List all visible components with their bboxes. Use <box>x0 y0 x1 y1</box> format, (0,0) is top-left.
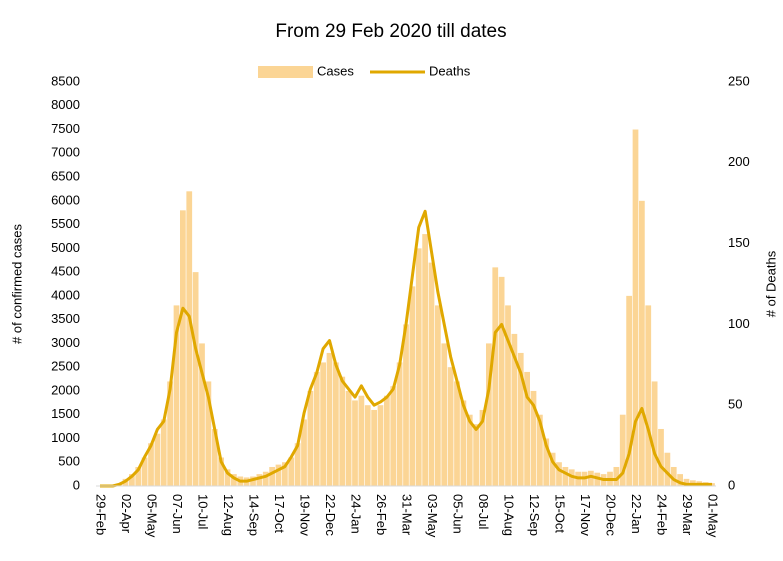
bar <box>454 381 460 486</box>
y-tick-label: 5500 <box>51 216 80 231</box>
bar <box>448 367 454 486</box>
bar <box>435 305 441 486</box>
x-tick-label: 15-Oct <box>553 494 568 533</box>
bar <box>339 377 345 486</box>
y-tick-label: 6000 <box>51 192 80 207</box>
bar <box>378 405 384 486</box>
bar <box>645 305 651 486</box>
bar <box>352 400 358 486</box>
y-tick-label: 8500 <box>51 73 80 88</box>
y-tick-label: 6500 <box>51 168 80 183</box>
bar <box>333 362 339 486</box>
x-tick-label: 01-May <box>706 494 721 538</box>
legend-label: Cases <box>317 63 354 78</box>
bar <box>193 272 199 486</box>
y-tick-label: 2500 <box>51 359 80 374</box>
bar <box>499 277 505 486</box>
x-tick-label: 20-Dec <box>604 494 619 536</box>
bar <box>588 471 594 486</box>
y2-tick-label: 0 <box>728 477 735 492</box>
x-tick-label: 10-Aug <box>502 494 517 536</box>
bar <box>473 424 479 486</box>
y-tick-label: 500 <box>58 454 80 469</box>
bar <box>652 381 658 486</box>
bar <box>180 210 186 486</box>
y-tick-label: 3000 <box>51 335 80 350</box>
bar <box>269 467 275 486</box>
y-tick-label: 2000 <box>51 382 80 397</box>
bar <box>390 386 396 486</box>
x-tick-label: 17-Nov <box>578 494 593 536</box>
x-tick-label: 29-Feb <box>94 494 109 535</box>
y-tick-label: 1000 <box>51 430 80 445</box>
y2-tick-label: 150 <box>728 235 750 250</box>
bar <box>441 343 447 486</box>
bar <box>186 191 192 486</box>
x-tick-label: 19-Nov <box>298 494 313 536</box>
x-tick-label: 31-Mar <box>400 494 415 536</box>
bar <box>359 396 365 486</box>
bar <box>416 248 422 486</box>
x-tick-label: 14-Sep <box>247 494 262 536</box>
y2-tick-label: 250 <box>728 73 750 88</box>
y-tick-label: 8000 <box>51 97 80 112</box>
y-tick-label: 7500 <box>51 121 80 136</box>
x-tick-label: 08-Jul <box>476 494 491 530</box>
bar <box>410 286 416 486</box>
bar <box>563 467 569 486</box>
bar <box>161 419 167 486</box>
x-tick-label: 22-Dec <box>323 494 338 536</box>
bar <box>365 405 371 486</box>
x-tick-label: 03-May <box>425 494 440 538</box>
bar <box>403 324 409 486</box>
bar <box>397 362 403 486</box>
bar <box>371 410 377 486</box>
x-tick-label: 02-Apr <box>119 494 134 534</box>
x-tick-label: 24-Jan <box>349 494 364 534</box>
bar <box>314 372 320 486</box>
y-tick-label: 5000 <box>51 240 80 255</box>
legend-label: Deaths <box>429 63 471 78</box>
y2-tick-label: 200 <box>728 154 750 169</box>
x-tick-label: 24-Feb <box>655 494 670 535</box>
bar <box>384 396 390 486</box>
x-tick-label: 12-Sep <box>527 494 542 536</box>
x-tick-label: 12-Aug <box>221 494 236 536</box>
bar <box>155 434 161 486</box>
y-tick-label: 1500 <box>51 406 80 421</box>
bar <box>320 362 326 486</box>
y-tick-label: 4000 <box>51 287 80 302</box>
bar <box>639 201 645 486</box>
bar <box>308 391 314 486</box>
x-tick-label: 26-Feb <box>374 494 389 535</box>
y-tick-label: 7000 <box>51 145 80 160</box>
bar <box>327 353 333 486</box>
y-axis-label: # of confirmed cases <box>9 224 24 344</box>
chart-title: From 29 Feb 2020 till dates <box>275 21 506 42</box>
x-tick-label: 10-Jul <box>196 494 211 530</box>
y-tick-label: 3500 <box>51 311 80 326</box>
legend-swatch <box>258 66 313 78</box>
x-tick-label: 29-Mar <box>680 494 695 536</box>
x-tick-label: 17-Oct <box>272 494 287 533</box>
y2-tick-label: 50 <box>728 397 742 412</box>
bar <box>429 263 435 486</box>
x-tick-label: 05-Jun <box>451 494 466 534</box>
bar <box>346 391 352 486</box>
x-tick-label: 05-May <box>145 494 160 538</box>
x-tick-label: 22-Jan <box>629 494 644 534</box>
bar <box>422 234 428 486</box>
x-tick-label: 07-Jun <box>170 494 185 534</box>
y-tick-label: 4500 <box>51 264 80 279</box>
y2-axis-label: # of Deaths <box>763 250 778 317</box>
y-tick-label: 0 <box>73 477 80 492</box>
y2-tick-label: 100 <box>728 316 750 331</box>
bar <box>492 267 498 486</box>
bar <box>658 429 664 486</box>
